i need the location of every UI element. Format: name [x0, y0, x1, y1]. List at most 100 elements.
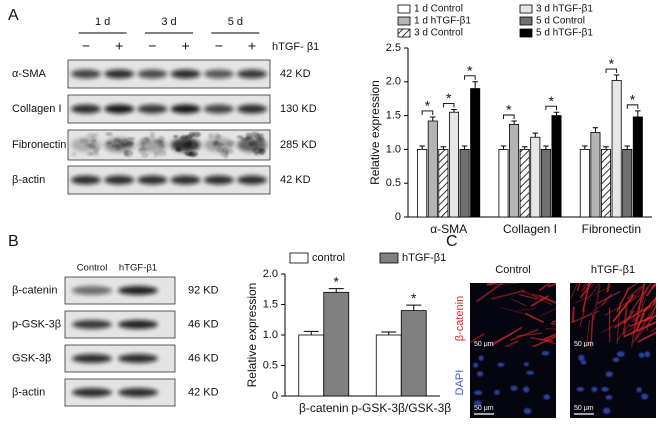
sign-label: − — [215, 38, 223, 54]
blot-band — [170, 175, 201, 185]
fiber — [574, 286, 612, 304]
legend-label: hTGF-β1 — [402, 252, 446, 264]
legend-label: 5 d hTGF-β1 — [536, 28, 593, 39]
nucleus — [476, 371, 484, 377]
fiber — [516, 308, 536, 311]
error-bar — [613, 74, 620, 81]
significance-bracket — [545, 105, 557, 111]
panel-label: B — [8, 233, 19, 250]
blot-strip — [67, 59, 271, 89]
error-bar — [381, 331, 397, 335]
blot-speckle — [92, 133, 99, 138]
fiber — [601, 319, 626, 333]
bar — [400, 310, 427, 397]
channel-label: DAPI — [454, 370, 466, 396]
significance-bracket — [421, 110, 434, 115]
fiber — [612, 294, 635, 323]
nucleus — [578, 354, 585, 362]
fiber — [601, 293, 613, 306]
sign-label: − — [148, 38, 156, 54]
blot-speckle — [105, 132, 113, 136]
fiber — [540, 308, 556, 317]
bar — [611, 80, 622, 218]
scale-bar-label: 50 μm — [574, 405, 594, 412]
legend-label: control — [312, 252, 345, 264]
blot-band — [104, 69, 135, 79]
fiber — [547, 283, 556, 288]
fiber — [516, 332, 543, 337]
fiber — [629, 283, 646, 304]
sign-label: + — [248, 38, 256, 54]
bar — [417, 148, 428, 218]
error-bar — [419, 145, 425, 150]
scale-bar-label: 50 μm — [574, 341, 594, 348]
size-label: 42 KD — [280, 174, 311, 186]
blot-band — [137, 104, 168, 114]
protein-label: β-actin — [12, 174, 45, 186]
y-tick-label: 1.5 — [263, 298, 278, 310]
blot-band — [118, 354, 158, 363]
fiber — [491, 326, 523, 347]
bar — [438, 148, 449, 218]
y-tick-label: 0.5 — [263, 359, 278, 371]
fiber — [606, 283, 611, 293]
bar — [530, 136, 541, 218]
error-bar — [624, 145, 630, 150]
x-tick-label: α-SMA — [430, 222, 467, 236]
y-tick-label: 0 — [272, 390, 278, 402]
protein-label: Fibronectin — [12, 139, 66, 151]
bar — [632, 116, 643, 218]
legend-swatch — [379, 252, 399, 264]
bar — [498, 148, 509, 218]
error-bar — [440, 146, 447, 150]
bar — [590, 132, 601, 218]
legend-swatch — [519, 16, 533, 26]
blot-speckle — [123, 150, 134, 157]
scale-bar-label: 50 μm — [474, 341, 494, 348]
micrograph-content — [570, 283, 656, 353]
significance-star: * — [630, 92, 636, 108]
fiber — [579, 283, 593, 298]
nucleus — [612, 357, 620, 362]
bar — [427, 120, 438, 218]
nucleus — [510, 385, 518, 391]
fiber — [524, 312, 544, 324]
blot-band — [71, 175, 101, 185]
nucleus — [478, 355, 484, 361]
error-bar — [603, 146, 609, 150]
bar — [459, 148, 470, 218]
nucleus — [605, 395, 613, 400]
error-bar — [328, 288, 344, 293]
nucleus — [526, 370, 534, 375]
size-label: 46 KD — [188, 318, 219, 330]
legend-label: 1 d Control — [414, 4, 463, 15]
bar — [298, 334, 325, 397]
fiber — [486, 283, 500, 286]
day-label: 3 d — [161, 16, 176, 28]
x-tick-label: Collagen I — [503, 222, 557, 236]
y-tick-label: 1.0 — [386, 143, 401, 155]
fiber — [604, 295, 640, 316]
error-bar — [635, 110, 641, 117]
panel-label: C — [446, 233, 458, 250]
fiber — [476, 283, 504, 303]
blot-band — [137, 175, 168, 185]
error-bar — [451, 109, 457, 113]
fiber — [638, 331, 656, 342]
column-label: Control — [77, 263, 108, 274]
fiber — [491, 289, 525, 300]
significance-bracket — [442, 103, 455, 108]
blot-band — [203, 138, 234, 152]
nucleus — [638, 352, 645, 358]
fiber — [626, 285, 643, 300]
blot-speckle — [254, 151, 260, 156]
fiber — [571, 306, 575, 323]
y-tick-label: 0 — [395, 211, 401, 223]
blot-speckle — [173, 134, 178, 138]
blot-band — [137, 69, 168, 79]
blot-speckle — [71, 152, 77, 157]
fiber — [544, 333, 556, 340]
y-axis-label: Relative expression — [245, 283, 259, 388]
blot-speckle — [208, 132, 214, 139]
blot-speckle — [150, 131, 155, 139]
